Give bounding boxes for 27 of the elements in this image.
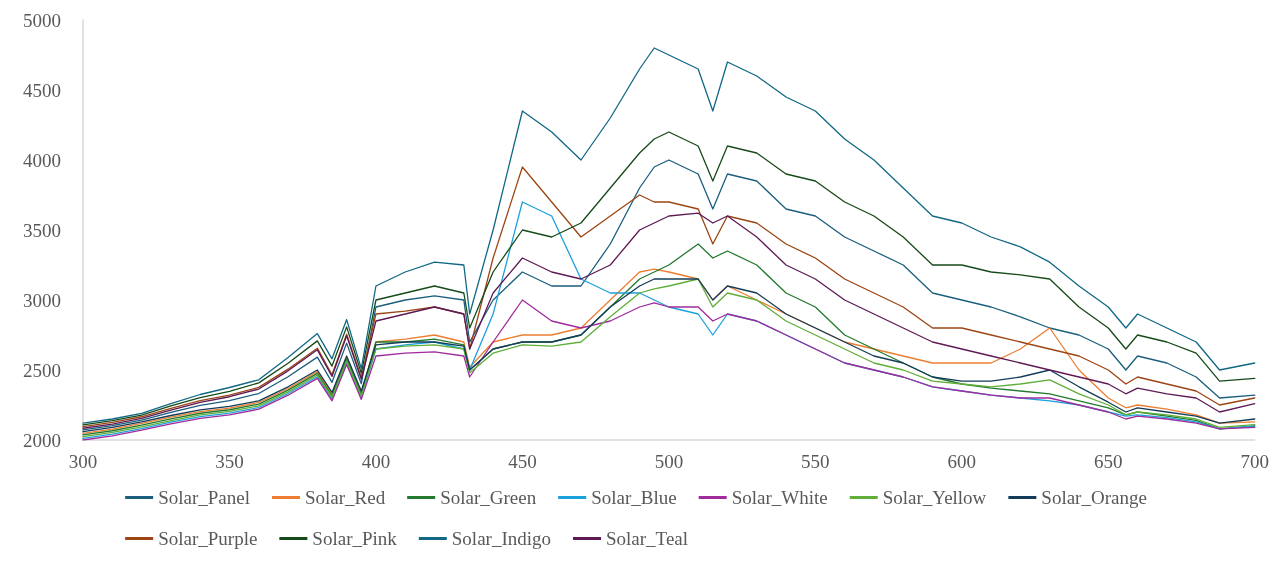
y-tick-label: 5000 [23,9,61,31]
x-tick-label: 350 [215,451,244,472]
y-tick-label: 2500 [23,359,61,381]
legend-label: Solar_Purple [158,528,258,549]
y-tick-label: 4500 [23,79,61,101]
legend-label: Solar_White [731,487,828,508]
x-tick-label: 450 [508,451,537,472]
legend-label: Solar_Yellow [882,487,987,508]
x-tick-label: 600 [947,451,977,472]
x-tick-label: 300 [68,451,98,472]
x-tick-label: 500 [654,451,684,472]
legend-label: Solar_Blue [591,487,677,508]
y-tick-label: 2000 [23,429,61,451]
y-tick-label: 4000 [23,149,61,171]
legend-label: Solar_Indigo [451,528,552,549]
legend-label: Solar_Pink [312,528,398,549]
legend-label: Solar_Orange [1041,487,1147,508]
legend-label: Solar_Panel [158,487,250,508]
legend-label: Solar_Red [304,487,386,508]
legend-label: Solar_Teal [606,528,689,549]
x-tick-label: 550 [801,451,830,472]
x-tick-label: 700 [1240,451,1269,472]
y-tick-label: 3500 [23,219,61,241]
legend-label: Solar_Green [440,487,537,508]
y-tick-label: 3000 [23,289,61,311]
x-tick-label: 650 [1094,451,1123,472]
x-tick-label: 400 [361,451,391,472]
